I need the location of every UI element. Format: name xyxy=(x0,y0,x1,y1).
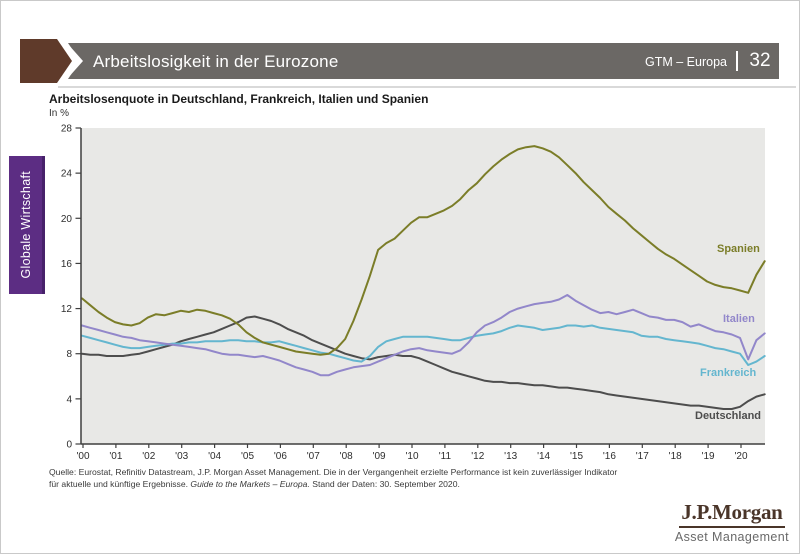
y-tick-label: 12 xyxy=(61,304,73,315)
header-divider xyxy=(736,51,738,71)
x-tick-label: '04 xyxy=(208,451,221,462)
logo-brand-text: J.P.Morgan xyxy=(679,500,785,528)
y-tick-label: 8 xyxy=(66,349,72,360)
series-label-italien: Italien xyxy=(723,313,755,325)
y-tick-label: 28 xyxy=(61,124,73,135)
x-tick-label: '01 xyxy=(109,451,122,462)
x-tick-label: '16 xyxy=(603,451,616,462)
x-tick-label: '08 xyxy=(340,451,353,462)
y-tick-label: 24 xyxy=(61,169,73,180)
series-label-frankreich: Frankreich xyxy=(700,367,757,379)
x-tick-label: '18 xyxy=(669,451,682,462)
x-tick-label: '20 xyxy=(734,451,747,462)
series-label-deutschland: Deutschland xyxy=(695,410,762,422)
chart-title: Arbeitslosenquote in Deutschland, Frankr… xyxy=(49,92,429,106)
x-tick-label: '11 xyxy=(439,451,452,462)
header-underline xyxy=(58,86,796,88)
sidebar-tab-globale-wirtschaft: Globale Wirtschaft xyxy=(9,156,45,294)
plot-area xyxy=(81,128,765,444)
x-tick-label: '02 xyxy=(142,451,155,462)
x-tick-label: '03 xyxy=(175,451,188,462)
x-tick-label: '05 xyxy=(241,451,254,462)
series-line-deutschland xyxy=(81,315,766,410)
jpmorgan-logo: J.P.Morgan Asset Management xyxy=(675,500,789,544)
x-tick-label: '17 xyxy=(636,451,649,462)
x-tick-label: '09 xyxy=(373,451,386,462)
x-tick-label: '06 xyxy=(274,451,287,462)
y-tick-label: 16 xyxy=(61,259,73,270)
page-number: 32 xyxy=(749,50,771,71)
x-tick-label: '12 xyxy=(471,451,484,462)
page-title: Arbeitslosigkeit in der Eurozone xyxy=(93,52,339,71)
y-tick-label: 4 xyxy=(66,394,72,405)
x-tick-label: '13 xyxy=(504,451,517,462)
source-note: Quelle: Eurostat, Refinitiv Datastream, … xyxy=(49,467,629,490)
series-label-spanien: Spanien xyxy=(717,243,760,255)
edition-label: GTM – Europa xyxy=(645,55,727,69)
series-line-spanien xyxy=(81,145,766,356)
y-tick-label: 20 xyxy=(61,214,73,225)
chart-unit-label: In % xyxy=(49,108,70,119)
x-tick-label: '19 xyxy=(702,451,715,462)
x-tick-label: '07 xyxy=(307,451,320,462)
series-line-italien xyxy=(81,294,766,377)
y-tick-label: 0 xyxy=(66,440,72,451)
x-tick-label: '15 xyxy=(570,451,583,462)
source-line-2: für aktuelle und künftige Ergebnisse. Gu… xyxy=(49,478,460,489)
x-tick-label: '00 xyxy=(76,451,89,462)
source-line-1: Quelle: Eurostat, Refinitiv Datastream, … xyxy=(49,467,618,477)
header-bar xyxy=(67,43,779,79)
series-line-frankreich xyxy=(81,324,766,366)
x-tick-label: '10 xyxy=(405,451,418,462)
x-tick-label: '14 xyxy=(537,451,550,462)
publication-name: Guide to the Markets – Europa. xyxy=(190,478,310,489)
logo-division-text: Asset Management xyxy=(674,530,789,544)
